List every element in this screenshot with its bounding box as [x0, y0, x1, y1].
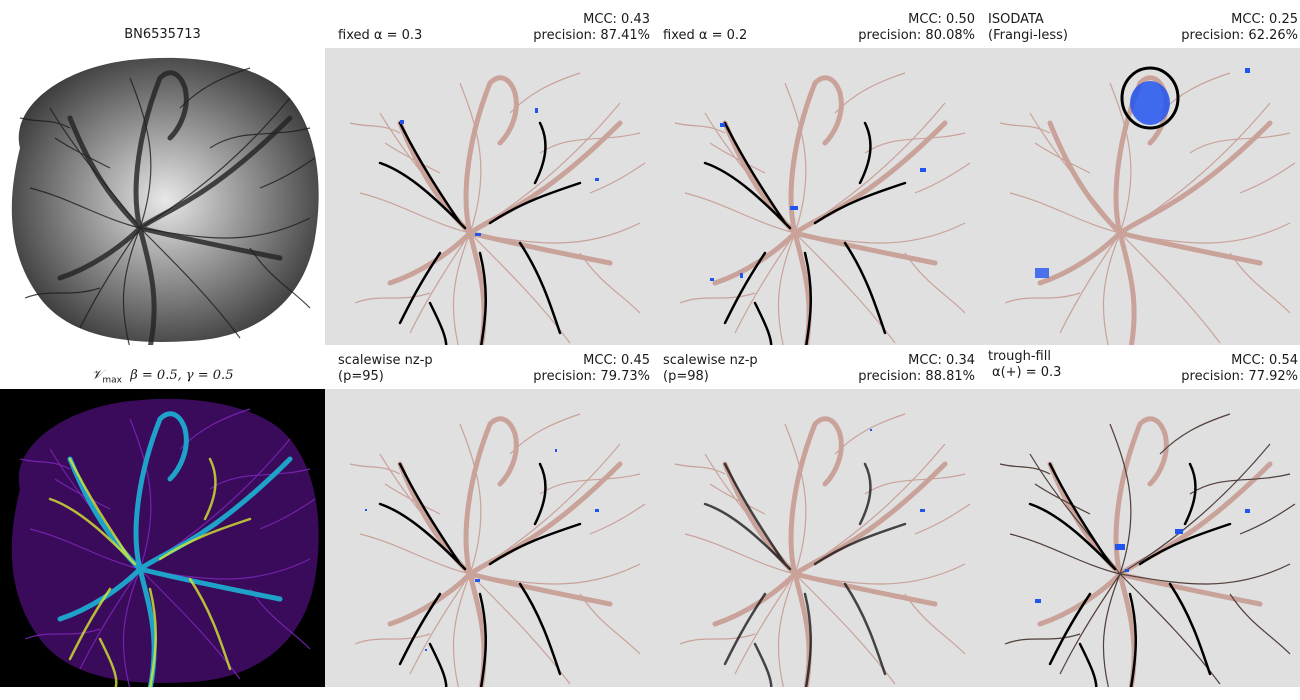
panel-1-method: fixed α = 0.3	[338, 28, 423, 43]
panel-1-mcc: MCC: 0.43	[583, 12, 650, 27]
source-fundus-image	[0, 48, 325, 345]
vesselness-map-image	[0, 389, 325, 687]
panel-2-mcc: MCC: 0.50	[908, 12, 975, 27]
source-image-label: BN6535713	[124, 27, 201, 42]
panel-6-method: trough-fill α(+) = 0.3	[988, 349, 1062, 380]
panel-6-precision: precision: 77.92%	[1181, 369, 1298, 384]
panel-6-mcc: MCC: 0.54	[1231, 353, 1298, 368]
panel-3-metrics: MCC: 0.25 precision: 62.26%	[1115, 12, 1298, 44]
panel-1-precision: precision: 87.41%	[533, 28, 650, 43]
panel-4-precision: precision: 79.73%	[533, 369, 650, 384]
vesselness-map-label: 𝒱max β = 0.5, γ = 0.5	[91, 368, 234, 386]
panel-3-mcc: MCC: 0.25	[1231, 12, 1298, 27]
panel-5-mcc: MCC: 0.34	[908, 353, 975, 368]
panel-2-metrics: MCC: 0.50 precision: 80.08%	[795, 12, 975, 44]
panel-2-segmentation	[650, 48, 975, 345]
panel-4-metrics: MCC: 0.45 precision: 79.73%	[470, 353, 650, 385]
panel-5-metrics: MCC: 0.34 precision: 88.81%	[795, 353, 975, 385]
panel-3-method: ISODATA (Frangi-less)	[988, 12, 1068, 43]
panel-2-precision: precision: 80.08%	[858, 28, 975, 43]
panel-6-metrics: MCC: 0.54 precision: 77.92%	[1115, 353, 1298, 385]
panel-4-method: scalewise nz-p (p=95)	[338, 353, 433, 384]
panel-2-method: fixed α = 0.2	[663, 28, 748, 43]
panel-5-method: scalewise nz-p (p=98)	[663, 353, 758, 384]
panel-3-precision: precision: 62.26%	[1181, 28, 1298, 43]
panel-5-segmentation	[650, 389, 975, 687]
panel-4-mcc: MCC: 0.45	[583, 353, 650, 368]
panel-1-metrics: MCC: 0.43 precision: 87.41%	[470, 12, 650, 44]
panel-5-precision: precision: 88.81%	[858, 369, 975, 384]
panel-4-segmentation	[325, 389, 650, 687]
panel-6-segmentation	[975, 389, 1300, 687]
panel-3-segmentation	[975, 48, 1300, 345]
panel-1-segmentation	[325, 48, 650, 345]
